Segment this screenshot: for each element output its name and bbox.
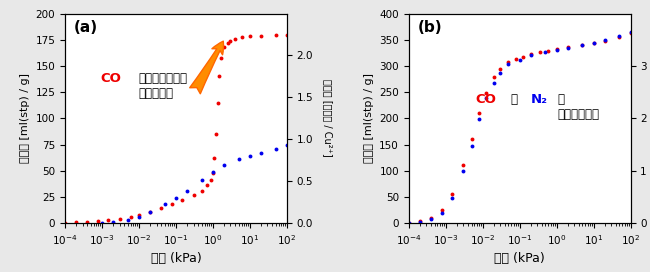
Text: と: と	[511, 93, 518, 106]
Y-axis label: 吸着量 [ml(stp) / g]: 吸着量 [ml(stp) / g]	[20, 73, 30, 163]
Y-axis label: 吸着量 [分子数 / Cu²⁺]: 吸着量 [分子数 / Cu²⁺]	[322, 79, 333, 157]
Text: だけを見分けて
取り込む！: だけを見分けて 取り込む！	[138, 72, 187, 100]
Text: CO: CO	[475, 93, 496, 106]
Text: (b): (b)	[417, 20, 442, 35]
Text: CO: CO	[101, 72, 122, 85]
Text: を
区別できない: を 区別できない	[557, 93, 599, 121]
Y-axis label: 吸着量 [ml(stp) / g]: 吸着量 [ml(stp) / g]	[364, 73, 374, 163]
X-axis label: 圧力 (kPa): 圧力 (kPa)	[151, 252, 202, 265]
Text: (a): (a)	[74, 20, 98, 35]
Text: N₂: N₂	[530, 93, 548, 106]
X-axis label: 圧力 (kPa): 圧力 (kPa)	[494, 252, 545, 265]
